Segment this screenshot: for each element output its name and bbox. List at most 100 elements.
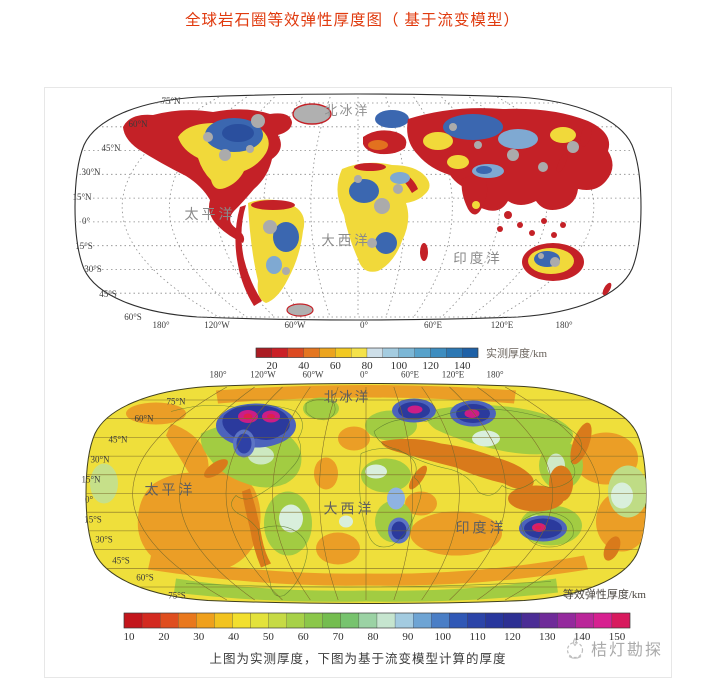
colorbar-segment bbox=[271, 347, 288, 358]
latitude-labels: 75°N 60°N 45°N 30°N 15°N 0° 15°S 30°S 45°S 60°S bbox=[72, 96, 181, 322]
figure-title: 全球岩石圈等效弹性厚度图（ 基于流变模型） bbox=[185, 12, 520, 29]
lamp-icon bbox=[566, 637, 584, 659]
meridian-line bbox=[121, 96, 220, 318]
colorbar-tick-label: 120 bbox=[504, 631, 521, 643]
colorbar-segment bbox=[557, 612, 576, 629]
lon-label: 60°W bbox=[302, 370, 324, 380]
colorbar-tick-label: 20 bbox=[158, 631, 170, 643]
latitude-labels: 75°N 60°N 45°N 30°N 15°N 0° 15°S 30°S 45°S 60°S 75… bbox=[81, 397, 186, 601]
colorbar-segment bbox=[593, 612, 613, 629]
colorbar-segment bbox=[467, 612, 486, 629]
lat-label: 15°S bbox=[84, 515, 102, 525]
lon-label: 180° bbox=[555, 320, 573, 330]
lat-label: 60°S bbox=[136, 573, 154, 583]
meridian-line bbox=[505, 386, 600, 601]
colorbar-tick-label: 90 bbox=[402, 631, 414, 643]
figure-caption: 上图为实测厚度，下图为基于流变模型计算的厚度 bbox=[209, 652, 507, 666]
colorbar-tick-label: 60 bbox=[330, 360, 342, 372]
colorbar-segment bbox=[449, 612, 468, 629]
colorbar-segment bbox=[414, 347, 431, 358]
colorbar-tick-label: 50 bbox=[263, 631, 275, 643]
graticule bbox=[86, 386, 646, 601]
lon-label: 60°W bbox=[284, 320, 306, 330]
measured-thickness-map: 75°N 60°N 45°N 30°N 15°N 0° 15°S 30°S 45°S 60°S 1… bbox=[72, 93, 642, 330]
colorbar-segment bbox=[160, 612, 179, 629]
colorbar-segment bbox=[255, 347, 272, 358]
meridian-line bbox=[496, 96, 595, 318]
colorbar-segment bbox=[250, 612, 269, 629]
colorbar-segment bbox=[178, 612, 197, 629]
colorbar-segment bbox=[335, 347, 352, 358]
meridian-line bbox=[449, 386, 507, 601]
colorbar-segment bbox=[611, 612, 631, 629]
colorbar-measured: 20 40 60 80 100 120 140 bbox=[255, 347, 479, 372]
colorbar-frame bbox=[255, 347, 479, 358]
lon-label: 60°E bbox=[401, 370, 420, 380]
continents-model bbox=[90, 385, 646, 602]
lon-label: 120°W bbox=[204, 320, 230, 330]
colorbar-segment bbox=[287, 347, 304, 358]
longitude-labels: 180° 120°W 60°W 0° 60°E 120°E 180° bbox=[209, 370, 504, 380]
colorbar-segment bbox=[521, 612, 540, 629]
lat-label: 0° bbox=[85, 495, 94, 505]
figure-canvas: 75°N 60°N 45°N 30°N 15°N 0° 15°S 30°S 45°S 60°S 1… bbox=[72, 93, 647, 643]
lon-label: 0° bbox=[360, 320, 369, 330]
ocean-label-atlantic: 大西洋 bbox=[321, 233, 371, 248]
meridian-line bbox=[477, 386, 553, 601]
colorbar-tick-label: 140 bbox=[574, 631, 591, 643]
meridian-line bbox=[319, 386, 339, 601]
colorbar-segment bbox=[394, 612, 414, 629]
ocean-label-arctic: 北冰洋 bbox=[324, 103, 369, 118]
meridian-line bbox=[132, 386, 227, 601]
colorbar-segment bbox=[123, 612, 143, 629]
lon-label: 180° bbox=[152, 320, 170, 330]
colorbar-segment bbox=[431, 612, 450, 629]
meridian-line bbox=[393, 386, 413, 601]
lat-label: 0° bbox=[82, 216, 91, 226]
lat-label: 75°N bbox=[161, 96, 181, 106]
meridian-line bbox=[179, 386, 255, 601]
colorbar-segment bbox=[322, 612, 341, 629]
colorbar-segment bbox=[214, 612, 233, 629]
colorbar-segment bbox=[196, 612, 215, 629]
colorbar-tick-label: 110 bbox=[470, 631, 487, 643]
colorbar-segment bbox=[485, 612, 504, 629]
ocean-label-atlantic: 大西洋 bbox=[324, 502, 375, 518]
lon-label: 0° bbox=[360, 370, 369, 380]
colorbar-segment bbox=[286, 612, 305, 629]
watermark: 桔灯勘探 bbox=[563, 636, 663, 660]
colorbar-tick-label: 20 bbox=[267, 360, 279, 372]
ocean-label-indian: 印度洋 bbox=[453, 251, 503, 266]
lat-label: 45°N bbox=[101, 143, 121, 153]
lat-label: 45°S bbox=[112, 556, 130, 566]
colorbar-tick-label: 30 bbox=[193, 631, 205, 643]
ocean-label-arctic: 北冰洋 bbox=[324, 390, 371, 405]
lon-label: 180° bbox=[486, 370, 504, 380]
colorbar-tick-label: 130 bbox=[539, 631, 556, 643]
lat-label: 15°S bbox=[75, 241, 93, 251]
watermark-text: 桔灯勘探 bbox=[590, 642, 663, 659]
lat-label: 30°S bbox=[84, 264, 102, 274]
lat-label: 15°N bbox=[81, 475, 101, 485]
colorbar-model: 10 20 30 40 50 60 70 80 90 100 110 120 130 140 150 bbox=[123, 612, 631, 643]
lon-label: 120°W bbox=[250, 370, 276, 380]
colorbar-segment bbox=[398, 347, 415, 358]
colorbar-tick-label: 70 bbox=[333, 631, 345, 643]
colorbar-segment bbox=[430, 347, 447, 358]
colorbar-frame bbox=[123, 612, 631, 629]
colorbar-tick-label: 150 bbox=[609, 631, 626, 643]
colorbar-segment bbox=[351, 347, 368, 358]
model-thickness-map: 75°N 60°N 45°N 30°N 15°N 0° 15°S 30°S 45°S 60°S 75… bbox=[81, 370, 647, 604]
colorbar-segment bbox=[304, 612, 323, 629]
colorbar-tick-label: 100 bbox=[434, 631, 451, 643]
lon-label: 60°E bbox=[424, 320, 443, 330]
continents-measured bbox=[123, 103, 615, 317]
lat-label: 30°N bbox=[90, 455, 110, 465]
colorbar-segment bbox=[340, 612, 360, 629]
colorbar-segment bbox=[462, 347, 479, 358]
colorbar-tick-label: 40 bbox=[228, 631, 240, 643]
lat-label: 75°N bbox=[166, 397, 186, 407]
lat-label: 15°N bbox=[72, 192, 92, 202]
colorbar-segment bbox=[358, 612, 378, 629]
colorbar-segment bbox=[376, 612, 396, 629]
